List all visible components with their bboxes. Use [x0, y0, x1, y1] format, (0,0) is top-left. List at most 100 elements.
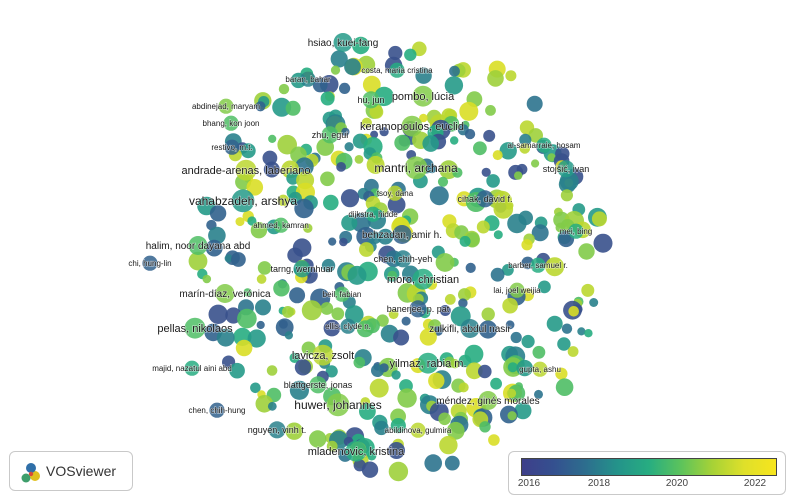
network-node[interactable] — [243, 288, 252, 297]
network-node[interactable] — [256, 320, 265, 330]
network-node[interactable] — [379, 127, 389, 137]
author-node[interactable] — [417, 352, 439, 374]
network-node[interactable] — [250, 222, 268, 239]
network-node[interactable] — [328, 237, 337, 246]
author-node[interactable] — [309, 376, 327, 394]
network-node[interactable] — [459, 235, 471, 247]
network-node[interactable] — [419, 113, 428, 123]
network-node[interactable] — [216, 328, 235, 347]
network-node[interactable] — [285, 422, 303, 440]
network-node[interactable] — [320, 91, 335, 106]
network-node[interactable] — [202, 274, 212, 284]
network-node[interactable] — [424, 454, 443, 472]
network-node[interactable] — [388, 309, 399, 320]
network-node[interactable] — [323, 319, 341, 337]
network-node[interactable] — [507, 411, 517, 421]
network-node[interactable] — [340, 189, 360, 208]
network-node[interactable] — [330, 50, 348, 68]
network-node[interactable] — [387, 195, 406, 214]
network-node[interactable] — [330, 65, 341, 75]
network-node[interactable] — [339, 237, 348, 247]
network-node[interactable] — [555, 367, 568, 380]
author-node[interactable] — [218, 98, 234, 114]
network-node[interactable] — [557, 337, 571, 351]
network-node[interactable] — [439, 305, 451, 316]
network-node[interactable] — [262, 150, 278, 166]
network-node[interactable] — [481, 307, 495, 321]
author-node[interactable] — [409, 300, 427, 318]
network-node[interactable] — [235, 339, 253, 357]
network-node[interactable] — [205, 239, 223, 257]
network-node[interactable] — [309, 430, 327, 448]
network-node[interactable] — [339, 82, 351, 94]
network-node[interactable] — [289, 380, 309, 400]
network-node[interactable] — [369, 378, 389, 398]
network-node[interactable] — [450, 136, 459, 145]
network-node[interactable] — [250, 382, 261, 394]
network-node[interactable] — [526, 95, 543, 112]
network-node[interactable] — [362, 75, 381, 94]
author-node[interactable] — [365, 206, 381, 222]
author-node[interactable] — [188, 236, 208, 255]
network-node[interactable] — [490, 377, 502, 390]
network-node[interactable] — [331, 307, 345, 321]
network-node[interactable] — [371, 364, 384, 377]
network-node[interactable] — [356, 320, 374, 338]
author-node[interactable] — [532, 361, 548, 377]
network-node[interactable] — [388, 461, 409, 482]
author-node[interactable] — [209, 402, 225, 418]
author-node[interactable] — [184, 317, 206, 339]
author-node[interactable] — [404, 156, 428, 180]
author-node[interactable] — [394, 250, 412, 268]
network-node[interactable] — [273, 280, 290, 297]
network-node[interactable] — [521, 334, 535, 349]
network-node[interactable] — [538, 280, 551, 294]
network-node[interactable] — [401, 316, 411, 326]
network-node[interactable] — [560, 189, 574, 202]
network-node[interactable] — [394, 134, 411, 151]
network-node[interactable] — [285, 100, 301, 116]
network-node[interactable] — [435, 253, 455, 272]
network-node[interactable] — [323, 194, 339, 211]
network-node[interactable] — [476, 220, 490, 234]
network-node[interactable] — [510, 331, 522, 344]
network-node[interactable] — [428, 372, 445, 389]
network-node[interactable] — [390, 418, 406, 434]
network-node[interactable] — [591, 211, 607, 227]
network-node[interactable] — [247, 216, 257, 226]
network-node[interactable] — [519, 133, 532, 146]
network-node[interactable] — [284, 331, 293, 340]
network-node[interactable] — [493, 230, 503, 240]
author-node[interactable] — [215, 284, 235, 303]
author-node[interactable] — [300, 71, 316, 87]
network-node[interactable] — [507, 362, 518, 373]
network-node[interactable] — [437, 176, 449, 187]
network-node[interactable] — [237, 308, 257, 329]
network-node[interactable] — [589, 298, 599, 307]
network-node[interactable] — [303, 223, 313, 233]
network-node[interactable] — [481, 167, 491, 177]
network-node[interactable] — [487, 70, 504, 87]
network-node[interactable] — [231, 252, 246, 267]
author-node[interactable] — [231, 189, 255, 213]
network-node[interactable] — [361, 461, 379, 478]
network-node[interactable] — [224, 254, 233, 263]
network-node[interactable] — [419, 328, 437, 346]
network-node[interactable] — [578, 243, 595, 260]
network-node[interactable] — [499, 142, 517, 160]
network-node[interactable] — [326, 440, 338, 452]
network-node[interactable] — [272, 97, 292, 117]
author-node[interactable] — [530, 257, 546, 273]
network-node[interactable] — [359, 403, 376, 420]
network-node[interactable] — [458, 298, 468, 308]
network-node[interactable] — [555, 222, 566, 233]
author-node[interactable] — [536, 137, 552, 153]
network-node[interactable] — [561, 323, 573, 334]
network-node[interactable] — [353, 356, 366, 369]
author-node[interactable] — [389, 62, 405, 78]
network-node[interactable] — [483, 129, 496, 142]
network-node[interactable] — [282, 306, 294, 318]
author-node[interactable] — [401, 115, 423, 137]
network-node[interactable] — [450, 359, 460, 369]
network-node[interactable] — [415, 67, 432, 84]
